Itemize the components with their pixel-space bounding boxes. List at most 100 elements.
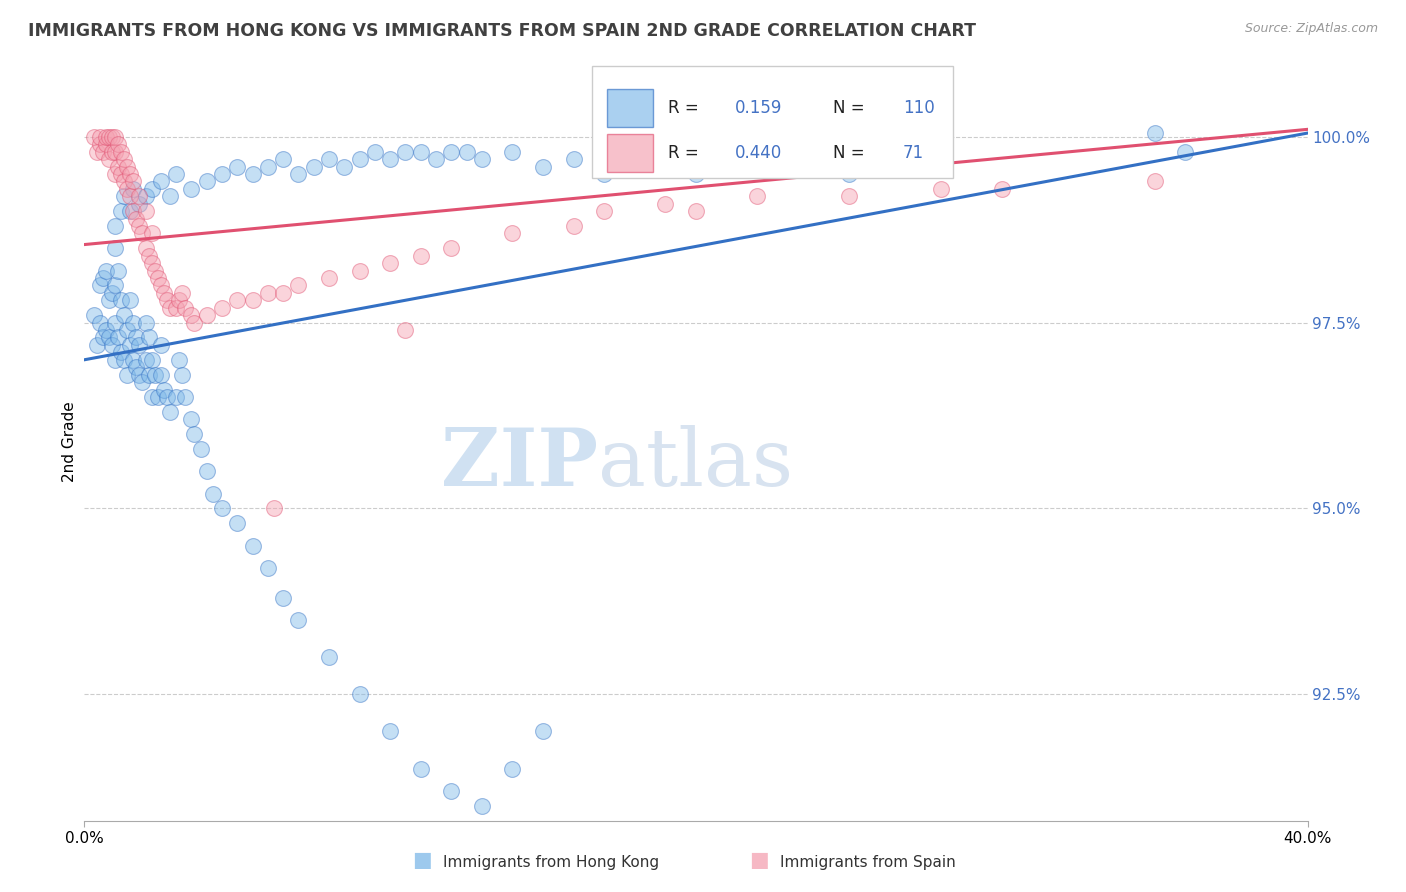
Point bbox=[149, 278, 172, 293]
Point bbox=[128, 196, 150, 211]
Point bbox=[135, 316, 157, 330]
Point bbox=[107, 263, 129, 277]
Point bbox=[747, 189, 769, 203]
Point bbox=[271, 285, 294, 300]
Point bbox=[380, 724, 402, 739]
Point bbox=[135, 204, 157, 219]
Point bbox=[97, 330, 120, 344]
Point bbox=[110, 167, 132, 181]
Text: N =: N = bbox=[832, 145, 870, 162]
Point bbox=[138, 330, 160, 344]
Point bbox=[101, 338, 124, 352]
Point bbox=[153, 285, 176, 300]
Point bbox=[104, 316, 127, 330]
Point bbox=[141, 182, 163, 196]
Point bbox=[242, 167, 264, 181]
Point bbox=[183, 427, 205, 442]
Point bbox=[838, 189, 860, 203]
Point bbox=[167, 293, 190, 308]
Point bbox=[654, 196, 676, 211]
Point bbox=[141, 256, 163, 270]
Point bbox=[349, 152, 371, 166]
Point bbox=[97, 152, 120, 166]
Point bbox=[141, 390, 163, 404]
Point bbox=[135, 241, 157, 255]
Point bbox=[107, 160, 129, 174]
Point bbox=[380, 152, 402, 166]
Point bbox=[128, 189, 150, 203]
Point bbox=[104, 129, 127, 144]
Point bbox=[115, 182, 138, 196]
Point bbox=[122, 174, 145, 188]
Point bbox=[195, 464, 218, 478]
Point bbox=[141, 352, 163, 367]
Point bbox=[257, 285, 280, 300]
Point bbox=[104, 352, 127, 367]
Point bbox=[287, 613, 309, 627]
Point bbox=[165, 301, 187, 315]
Point bbox=[128, 219, 150, 233]
Point bbox=[104, 219, 127, 233]
Point bbox=[349, 263, 371, 277]
Point bbox=[302, 160, 325, 174]
Point bbox=[456, 145, 478, 159]
Text: ■: ■ bbox=[412, 850, 432, 870]
Text: Source: ZipAtlas.com: Source: ZipAtlas.com bbox=[1244, 22, 1378, 36]
Point bbox=[211, 501, 233, 516]
Point bbox=[83, 308, 105, 322]
Point bbox=[125, 330, 148, 344]
Point bbox=[159, 301, 181, 315]
Point bbox=[394, 323, 416, 337]
Point bbox=[131, 375, 153, 389]
Point bbox=[94, 137, 117, 152]
Point bbox=[201, 486, 224, 500]
Point bbox=[153, 383, 176, 397]
Point bbox=[120, 167, 142, 181]
Point bbox=[180, 182, 202, 196]
Point bbox=[149, 338, 172, 352]
Point bbox=[394, 145, 416, 159]
Point bbox=[271, 591, 294, 605]
Point bbox=[838, 167, 860, 181]
Point bbox=[86, 338, 108, 352]
Point bbox=[156, 293, 179, 308]
Point bbox=[318, 650, 340, 665]
Point bbox=[125, 211, 148, 226]
Point bbox=[165, 390, 187, 404]
Point bbox=[122, 204, 145, 219]
Point bbox=[165, 167, 187, 181]
Point bbox=[107, 137, 129, 152]
Point bbox=[502, 762, 524, 776]
Point bbox=[122, 352, 145, 367]
Point bbox=[86, 145, 108, 159]
Point bbox=[531, 724, 554, 739]
Point bbox=[89, 316, 111, 330]
Point bbox=[91, 271, 114, 285]
Point bbox=[364, 145, 387, 159]
Text: 0.159: 0.159 bbox=[735, 99, 783, 117]
Point bbox=[226, 516, 249, 531]
Point bbox=[242, 293, 264, 308]
Point bbox=[131, 227, 153, 241]
Point bbox=[440, 241, 463, 255]
Bar bbox=[592, 66, 953, 178]
Point bbox=[180, 308, 202, 322]
Point bbox=[149, 174, 172, 188]
Point bbox=[110, 293, 132, 308]
Point bbox=[593, 167, 616, 181]
Point bbox=[104, 278, 127, 293]
Point bbox=[112, 152, 135, 166]
Point bbox=[1143, 174, 1166, 188]
Point bbox=[89, 278, 111, 293]
Point bbox=[83, 129, 105, 144]
Point bbox=[263, 501, 285, 516]
Point bbox=[110, 145, 132, 159]
Point bbox=[1143, 126, 1166, 140]
Point bbox=[94, 129, 117, 144]
Point bbox=[143, 368, 166, 382]
Point bbox=[226, 160, 249, 174]
Point bbox=[271, 152, 294, 166]
Point bbox=[211, 167, 233, 181]
Point bbox=[115, 368, 138, 382]
Text: R =: R = bbox=[668, 145, 704, 162]
